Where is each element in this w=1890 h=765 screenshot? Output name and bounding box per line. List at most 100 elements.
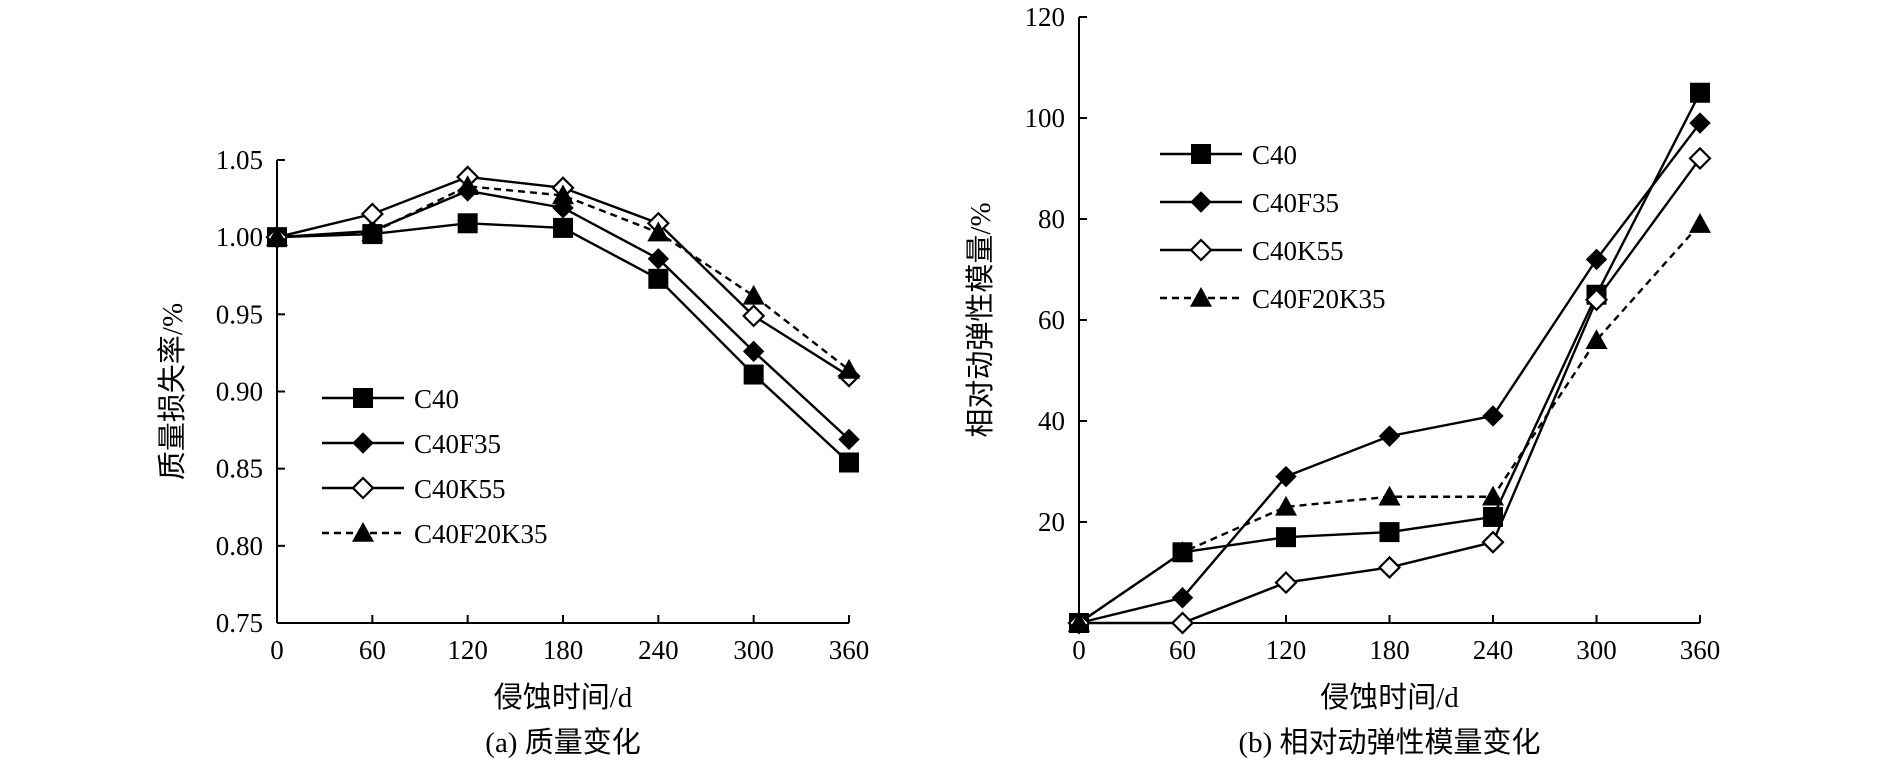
y-tick-label: 40 — [1038, 406, 1065, 436]
y-axis-title: 质量损失率/% — [156, 303, 189, 480]
y-tick-label: 0.85 — [216, 454, 263, 484]
x-tick-label: 240 — [638, 635, 679, 665]
data-point — [266, 226, 288, 246]
legend-label: C40F20K35 — [414, 519, 548, 549]
data-point — [457, 213, 478, 234]
x-tick-label: 60 — [359, 635, 386, 665]
series-points-c40f20k35 — [1068, 213, 1711, 632]
legend-marker — [352, 522, 374, 542]
chart-b: 0 60 120 180 240 300 360 20 40 60 80 100 120 侵蚀时间/d 相对… — [964, 2, 1720, 759]
data-point — [1171, 541, 1194, 562]
data-point — [1171, 587, 1194, 609]
y-tick-label: 100 — [1025, 103, 1066, 133]
x-tick-label: 300 — [733, 635, 774, 665]
x-tick-label: 180 — [543, 635, 584, 665]
x-tick-label: 240 — [1473, 635, 1514, 665]
legend-label: C40F20K35 — [1252, 284, 1386, 314]
legend-marker — [353, 388, 373, 408]
x-tick-label: 120 — [1266, 635, 1307, 665]
legend-marker — [1191, 144, 1211, 164]
x-tick-label: 0 — [1072, 635, 1086, 665]
legend-marker — [352, 432, 374, 454]
data-point — [839, 452, 859, 473]
x-tick-label: 0 — [270, 635, 284, 665]
figure-caption: (b) 相对动弹性模量变化 — [1238, 726, 1540, 759]
x-axis-title: 侵蚀时间/d — [494, 681, 633, 714]
data-point — [1689, 213, 1711, 233]
data-point — [1482, 485, 1504, 506]
y-tick-label: 0.75 — [216, 608, 263, 638]
x-tick-label: 60 — [1169, 635, 1196, 665]
legend-label: C40K55 — [414, 474, 506, 504]
data-point — [1690, 82, 1710, 103]
x-tick-label: 300 — [1576, 635, 1617, 665]
legend-label: C40F35 — [1252, 188, 1339, 218]
y-tick-label: 0.80 — [216, 531, 263, 561]
series-points-c40f35 — [1068, 112, 1711, 634]
y-tick-label: 1.05 — [216, 145, 263, 175]
y-tick-label: 0.90 — [216, 377, 263, 407]
data-point — [1378, 485, 1401, 506]
data-point — [1276, 527, 1296, 548]
y-tick-label: 120 — [1025, 2, 1066, 32]
y-tick-label: 1.00 — [216, 222, 263, 252]
y-tick-label: 60 — [1038, 305, 1065, 335]
data-point — [1275, 495, 1297, 516]
y-tick-label: 20 — [1038, 507, 1065, 537]
data-point — [1585, 248, 1608, 271]
data-point — [743, 364, 764, 385]
data-point — [1378, 425, 1401, 447]
data-point — [1482, 405, 1504, 427]
data-point — [1274, 571, 1298, 595]
data-point — [647, 248, 670, 270]
data-point — [1483, 506, 1503, 527]
x-tick-label: 360 — [1680, 635, 1721, 665]
data-point — [361, 221, 384, 242]
chart-a: 0 60 120 180 240 300 360 0.75 0.80 0.85 0.90 0.95 1.… — [156, 145, 869, 759]
figure-caption: (a) 质量变化 — [485, 726, 640, 759]
legend-marker — [1189, 238, 1213, 262]
data-point — [360, 202, 384, 226]
data-point — [1585, 329, 1608, 349]
data-point — [1275, 465, 1297, 488]
data-point — [648, 268, 669, 289]
data-point — [1377, 555, 1402, 580]
series-line-c40 — [276, 222, 850, 464]
series-points-c40 — [267, 213, 859, 473]
series-points-c40k55 — [1067, 146, 1712, 635]
legend-marker — [1190, 287, 1212, 307]
x-tick-label: 360 — [829, 635, 870, 665]
data-point — [742, 304, 766, 328]
legend-label: C40F35 — [414, 429, 501, 459]
legend-marker — [351, 476, 375, 500]
data-point — [552, 184, 574, 205]
data-point — [1170, 611, 1195, 635]
data-point — [742, 284, 765, 305]
data-point — [1068, 612, 1090, 632]
legend: C40 C40F35 C40K55 C40F20K35 — [322, 384, 548, 549]
legend-marker — [1190, 191, 1212, 213]
x-tick-label: 180 — [1369, 635, 1410, 665]
y-tick-label: 0.95 — [216, 299, 263, 329]
series-points-c40 — [1069, 82, 1710, 633]
series-line-c40f35 — [1078, 122, 1701, 625]
data-point — [647, 221, 670, 242]
x-axis-title: 侵蚀时间/d — [1320, 681, 1459, 714]
data-point — [1689, 112, 1711, 134]
y-axis-title: 相对动弹性模量/% — [964, 202, 997, 437]
legend: C40 C40F35 C40K55 C40F20K35 — [1160, 140, 1386, 314]
legend-label: C40 — [414, 384, 459, 414]
series-line-c40k55 — [1079, 157, 1701, 625]
data-point — [838, 358, 860, 379]
x-tick-label: 120 — [447, 635, 488, 665]
legend-label: C40 — [1252, 140, 1297, 170]
data-point — [1688, 146, 1712, 170]
series-line-c40 — [1078, 92, 1702, 624]
y-tick-label: 80 — [1038, 204, 1065, 234]
data-point — [553, 217, 573, 238]
data-point — [456, 175, 479, 196]
data-point — [1481, 530, 1505, 554]
data-point — [838, 428, 860, 451]
legend-label: C40K55 — [1252, 236, 1344, 266]
